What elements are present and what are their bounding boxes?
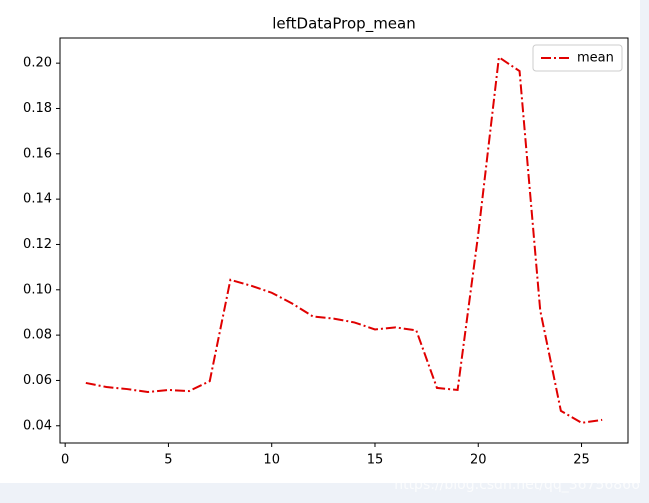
y-tick-label: 0.16 (23, 146, 52, 161)
x-tick-label: 25 (573, 453, 590, 468)
y-tick-label: 0.20 (23, 56, 52, 71)
plot-frame (59, 37, 629, 444)
x-tick-label: 10 (263, 453, 280, 468)
y-tick-label: 0.10 (23, 282, 52, 297)
y-tick-label: 0.08 (23, 328, 52, 343)
legend-label: mean (577, 51, 614, 66)
y-tick-label: 0.06 (23, 373, 52, 388)
y-tick-label: 0.12 (23, 237, 52, 252)
x-tick-label: 15 (367, 453, 384, 468)
x-tick-label: 0 (61, 453, 69, 468)
watermark: https://blog.csdn.net/qq_36756866 (394, 477, 640, 493)
x-tick-label: 20 (470, 453, 487, 468)
legend-box (532, 44, 623, 72)
chart-title: leftDataProp_mean (272, 15, 415, 34)
x-tick-label: 5 (164, 453, 172, 468)
y-tick-label: 0.14 (23, 192, 52, 207)
y-tick-label: 0.18 (23, 101, 52, 116)
figure-background (0, 0, 640, 483)
data-line (85, 55, 603, 424)
y-tick-label: 0.04 (23, 418, 52, 433)
